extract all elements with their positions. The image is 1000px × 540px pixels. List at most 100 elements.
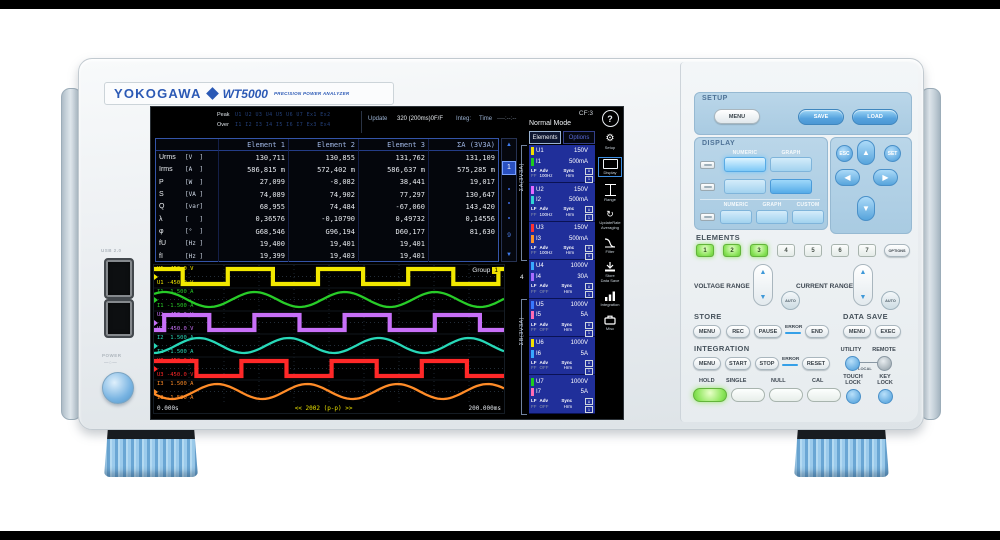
- integration-icon-label: Integration: [600, 302, 620, 307]
- page-down-icon[interactable]: ▼: [506, 251, 512, 258]
- usb-port-1[interactable]: [104, 258, 134, 299]
- sidebar-item-misc[interactable]: Misc: [598, 314, 622, 332]
- group-number: 1: [492, 267, 500, 274]
- remote-button[interactable]: [877, 356, 892, 371]
- sidebar-item-update-averaging[interactable]: ↻ UpdateRate Averaging: [598, 209, 622, 231]
- table-cell: 130,647: [428, 188, 498, 201]
- element-button-3[interactable]: 3: [750, 244, 768, 257]
- numeric-button-bottom[interactable]: [720, 210, 752, 224]
- waveform-time-axis: 0.000s << 2002 (p-p) >> 200.000ms: [154, 405, 504, 412]
- element-button-7[interactable]: 7: [858, 244, 876, 257]
- graph-button-bottom[interactable]: [756, 210, 788, 224]
- start-button[interactable]: START: [725, 357, 751, 370]
- cal-button[interactable]: [807, 388, 841, 402]
- row-name: φ: [159, 228, 164, 236]
- numeric-button-mid[interactable]: [724, 179, 766, 194]
- sidebar-item-display[interactable]: Display: [598, 157, 622, 177]
- custom-button[interactable]: [792, 210, 824, 224]
- current-auto-button[interactable]: AUTO: [881, 291, 900, 310]
- group-label: Group: [472, 267, 491, 274]
- down-arrow-button[interactable]: ▼: [857, 196, 875, 221]
- voltage-up-icon[interactable]: ▲: [759, 269, 767, 276]
- exec-button[interactable]: EXEC: [875, 325, 901, 338]
- element-button-4[interactable]: 4: [777, 244, 795, 257]
- row-name: Irms: [159, 166, 173, 174]
- numeric-button-top[interactable]: [724, 157, 766, 172]
- save-button[interactable]: SAVE: [798, 109, 844, 125]
- store-menu-button[interactable]: MENU: [693, 325, 721, 338]
- integration-error-led: [782, 364, 798, 366]
- display-divider: [700, 199, 820, 200]
- lcd-screen: Peak U1 U2 U3 U4 U5 U6 U7 Ex1 Ex2 Over I…: [150, 106, 624, 420]
- table-cell: 0,14556: [428, 213, 498, 226]
- store-error-led: [785, 332, 801, 334]
- sidebar-item-setup[interactable]: ⚙ Setup: [598, 133, 622, 151]
- element-button-1[interactable]: 1: [696, 244, 714, 257]
- current-page-badge: 1: [502, 160, 516, 175]
- graph-button-mid[interactable]: [770, 179, 812, 194]
- time-end: 200.000ms: [468, 405, 501, 412]
- single-button[interactable]: [731, 388, 765, 402]
- reset-button[interactable]: RESET: [802, 357, 830, 370]
- setup-section-label: SETUP: [702, 95, 728, 102]
- tab-options[interactable]: Options: [563, 131, 595, 144]
- load-button[interactable]: LOAD: [852, 109, 898, 125]
- filter-icon-label: Filter: [605, 249, 615, 254]
- u-color-bar: [531, 147, 534, 156]
- esc-button[interactable]: ESC: [836, 145, 853, 162]
- pause-button[interactable]: PAUSE: [754, 325, 782, 338]
- usb-port-2[interactable]: [104, 299, 134, 338]
- stop-button[interactable]: STOP: [755, 357, 779, 370]
- setup-menu-button[interactable]: MENU: [714, 109, 760, 124]
- right-arrow-button[interactable]: ▶: [873, 169, 898, 186]
- sidebar-item-filter[interactable]: Filter: [598, 237, 622, 255]
- set-button[interactable]: SET: [884, 145, 901, 162]
- current-up-icon[interactable]: ▲: [859, 269, 867, 276]
- table-cell: 19,401: [358, 237, 428, 251]
- brand-plate: YOKOGAWA WT5000 PRECISION POWER ANALYZER: [104, 82, 394, 105]
- integration-menu-button[interactable]: MENU: [693, 357, 721, 370]
- element-button-6[interactable]: 6: [831, 244, 849, 257]
- options-button[interactable]: OPTIONS: [884, 244, 910, 257]
- rec-button[interactable]: REC: [726, 325, 750, 338]
- voltage-down-icon[interactable]: ▼: [759, 294, 767, 301]
- help-icon[interactable]: ?: [601, 110, 619, 127]
- current-down-icon[interactable]: ▼: [859, 294, 867, 301]
- current-range-stepper[interactable]: ▲ ▼: [853, 264, 873, 306]
- hold-button[interactable]: [693, 388, 727, 402]
- element-button-5[interactable]: 5: [804, 244, 822, 257]
- tab-elements[interactable]: Elements: [529, 131, 561, 144]
- up-arrow-button[interactable]: ▲: [857, 140, 875, 165]
- page-up-icon[interactable]: ▲: [506, 142, 512, 148]
- table-cell: -0,10790: [288, 213, 358, 226]
- voltage-auto-button[interactable]: AUTO: [781, 291, 800, 310]
- hold-label: HOLD: [699, 378, 715, 384]
- sidebar-item-integration[interactable]: Integration: [598, 290, 622, 308]
- sidebar-item-range[interactable]: Range: [598, 183, 622, 203]
- power-button[interactable]: [102, 372, 134, 404]
- update-value: 320 (200ms)0F/F: [397, 116, 444, 122]
- sidebar-item-store-data-save[interactable]: Store Data Save: [598, 261, 622, 284]
- graph-button-top[interactable]: [770, 157, 812, 172]
- key-lock-label: KEY LOCK: [877, 374, 893, 387]
- table-cell: 19,400: [218, 237, 288, 251]
- page-scrollbar[interactable]: ▲ 1 9 ▼: [501, 138, 517, 262]
- utility-button[interactable]: [845, 356, 860, 371]
- voltage-range-stepper[interactable]: ▲ ▼: [753, 264, 773, 306]
- touch-lock-button[interactable]: [846, 389, 861, 404]
- left-arrow-button[interactable]: ◀: [835, 169, 860, 186]
- u-color-bar: [531, 377, 534, 386]
- element-button-2[interactable]: 2: [723, 244, 741, 257]
- null-button[interactable]: [769, 388, 803, 402]
- data-save-menu-button[interactable]: MENU: [843, 325, 871, 338]
- end-button[interactable]: END: [805, 325, 829, 338]
- key-lock-button[interactable]: [878, 389, 893, 404]
- table-cell: 0,49732: [358, 213, 428, 226]
